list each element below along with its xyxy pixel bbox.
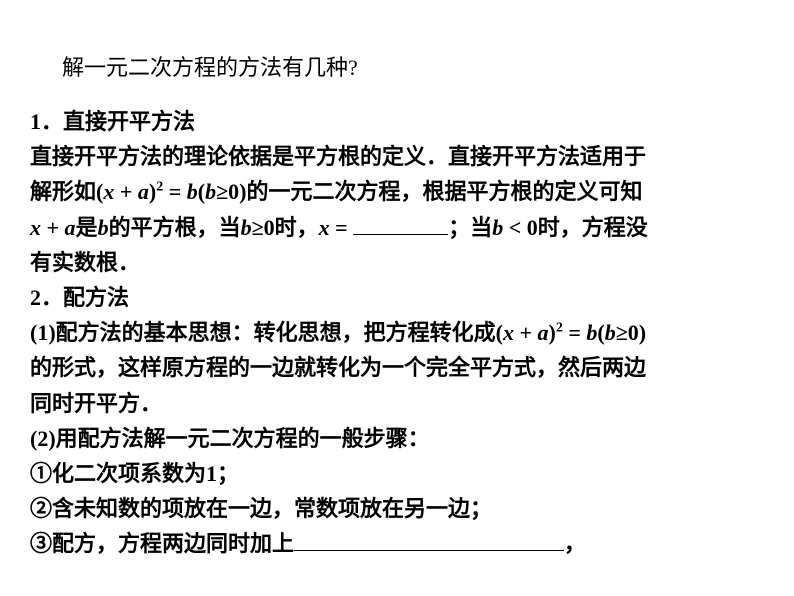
section1-line4: 有实数根．	[30, 245, 764, 280]
main-content: 1．直接开平方法 直接开平方法的理论依据是平方根的定义．直接开平方法适用于 解形…	[30, 104, 764, 561]
section1-line2: 解形如(x + a)2 = b(b≥0)的一元二次方程，根据平方根的定义可知	[30, 174, 764, 209]
section2-line3: 同时开平方．	[30, 386, 764, 421]
section1-line3: x + a是b的平方根，当b≥0时，x = ；当b < 0时，方程没	[30, 210, 764, 245]
step-1: ①化二次项系数为1；	[30, 456, 764, 491]
section2-line1: (1)配方法的基本思想：转化思想，把方程转化成(x + a)2 = b(b≥0)	[30, 315, 764, 350]
step-2: ②含未知数的项放在一边，常数项放在另一边；	[30, 491, 764, 526]
section2-line2: 的形式，这样原方程的一边就转化为一个完全平方式，然后两边	[30, 350, 764, 385]
section2-line4: (2)用配方法解一元二次方程的一般步骤：	[30, 421, 764, 456]
section1-heading: 1．直接开平方法	[30, 104, 764, 139]
section1-line1: 直接开平方法的理论依据是平方根的定义．直接开平方法适用于	[30, 139, 764, 174]
page-title: 解一元二次方程的方法有几种?	[62, 50, 764, 82]
step-3: ③配方，方程两边同时加上，	[30, 526, 764, 561]
formula1: (x + a)2 = b(b≥0)	[96, 179, 246, 204]
formula2: (x + a)2 = b(b≥0)	[496, 320, 646, 345]
blank-2	[294, 529, 564, 551]
section2-heading: 2．配方法	[30, 280, 764, 315]
blank-1	[353, 213, 448, 235]
